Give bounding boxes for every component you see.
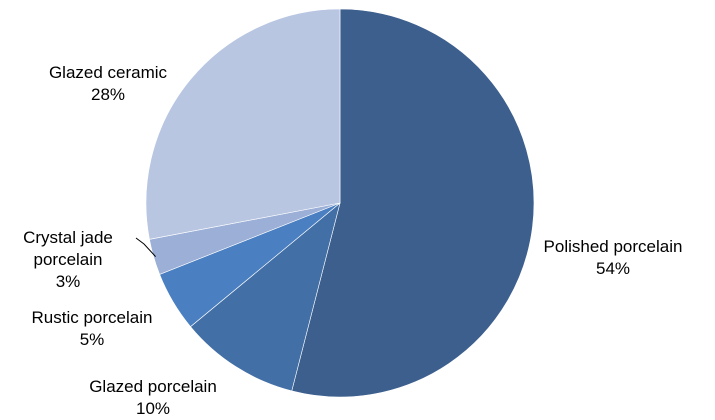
leader-line-crystal-jade-porcelain bbox=[135, 237, 156, 257]
pie-slice-glazed-porcelain bbox=[190, 202, 341, 392]
slice-label-glazed-porcelain: Glazed porcelain 10% bbox=[89, 377, 217, 418]
slice-value-glazed-ceramic: 28% bbox=[91, 85, 125, 104]
slice-name-glazed-porcelain: Glazed porcelain bbox=[89, 377, 217, 396]
slice-label-glazed-ceramic: Glazed ceramic 28% bbox=[49, 63, 168, 104]
slice-value-polished-porcelain: 54% bbox=[596, 259, 630, 278]
slice-name-glazed-ceramic: Glazed ceramic bbox=[49, 63, 168, 82]
pie-slice-glazed-ceramic bbox=[145, 8, 341, 240]
leader-lines bbox=[135, 237, 156, 257]
slice-label-rustic-porcelain: Rustic porcelain 5% bbox=[32, 308, 153, 349]
slice-label-crystal-jade-porcelain: Crystal jade porcelain 3% bbox=[23, 228, 113, 291]
slice-value-glazed-porcelain: 10% bbox=[136, 399, 170, 418]
slice-name-rustic-porcelain: Rustic porcelain bbox=[32, 308, 153, 327]
slice-name-crystal-jade-porcelain: porcelain bbox=[34, 250, 103, 269]
slice-value-crystal-jade-porcelain: 3% bbox=[56, 272, 81, 291]
slice-labels: Polished porcelain 54% Glazed porcelain 10%… bbox=[23, 63, 682, 418]
slice-name-polished-porcelain: Polished porcelain bbox=[544, 237, 683, 256]
pie-slices bbox=[145, 8, 535, 398]
slice-label-polished-porcelain: Polished porcelain 54% bbox=[544, 237, 683, 278]
slice-value-rustic-porcelain: 5% bbox=[80, 330, 105, 349]
pie-slice-polished-porcelain bbox=[291, 8, 535, 398]
slice-name-crystal-jade-porcelain: Crystal jade bbox=[23, 228, 113, 247]
